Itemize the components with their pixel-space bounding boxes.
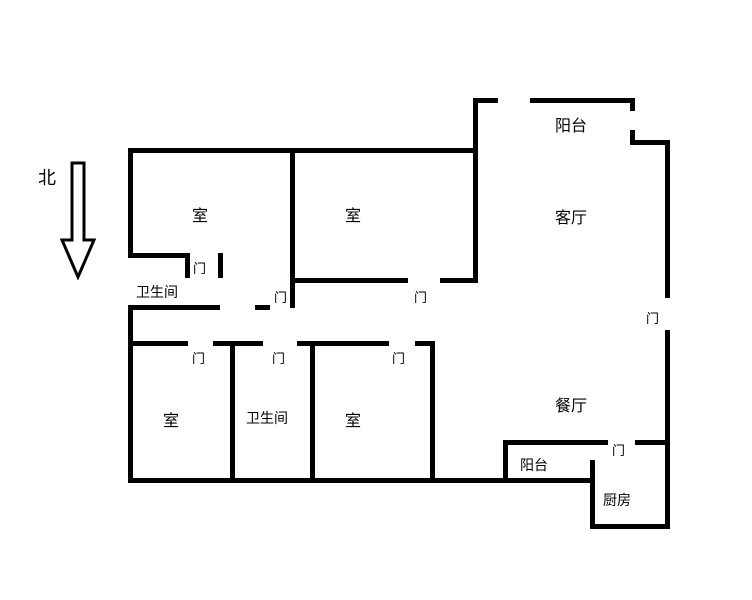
wall-segment	[255, 305, 270, 310]
wall-segment	[530, 98, 630, 103]
wall-segment	[128, 478, 508, 483]
label-bath-top: 卫生间	[136, 282, 178, 302]
label-kitchen: 厨房	[603, 490, 631, 510]
wall-segment	[503, 440, 608, 445]
wall-segment	[310, 341, 315, 480]
wall-segment	[630, 140, 665, 145]
wall-segment	[128, 253, 188, 258]
wall-segment	[503, 478, 593, 483]
label-room-bl: 室	[163, 407, 179, 431]
wall-segment	[128, 148, 473, 153]
wall-segment	[213, 341, 263, 346]
wall-segment	[590, 460, 595, 527]
label-room-tl: 室	[192, 202, 208, 226]
door-kitchen: 门	[612, 440, 625, 459]
label-balcony-top: 阳台	[555, 112, 587, 136]
wall-segment	[185, 253, 190, 278]
wall-segment	[473, 148, 478, 283]
door-bath-top: 门	[193, 258, 206, 277]
door-room-bm: 门	[392, 348, 405, 367]
label-room-tm: 室	[345, 202, 361, 226]
wall-segment	[665, 463, 670, 529]
compass-label: 北	[38, 164, 56, 190]
wall-segment	[440, 278, 476, 283]
wall-segment	[230, 341, 235, 480]
floor-plan-canvas: 北 阳台 客厅 餐厅 室 室 室 室 卫生间 卫生间 阳台 厨房 门 门 门 门…	[0, 0, 752, 600]
wall-segment	[503, 440, 508, 480]
wall-segment	[473, 98, 478, 153]
label-balcony-bot: 阳台	[520, 455, 548, 475]
wall-segment	[635, 440, 668, 445]
north-arrow-icon	[60, 160, 96, 280]
wall-segment	[665, 140, 670, 298]
label-room-bm: 室	[345, 407, 361, 431]
wall-segment	[630, 98, 635, 111]
wall-segment	[290, 278, 408, 283]
door-room-bl: 门	[192, 348, 205, 367]
wall-segment	[218, 253, 223, 278]
label-bath-bot: 卫生间	[246, 408, 288, 428]
wall-segment	[473, 98, 498, 103]
wall-segment	[128, 305, 220, 310]
wall-segment	[128, 305, 133, 480]
door-bath-bot: 门	[272, 348, 285, 367]
wall-segment	[128, 148, 133, 256]
label-living: 客厅	[555, 204, 587, 228]
wall-segment	[630, 130, 635, 140]
wall-segment	[590, 524, 670, 529]
label-dining: 餐厅	[555, 392, 587, 416]
door-room-tl: 门	[274, 287, 287, 306]
door-room-tm: 门	[414, 287, 427, 306]
wall-segment	[290, 148, 295, 308]
door-right: 门	[646, 308, 659, 327]
wall-segment	[430, 341, 435, 480]
wall-segment	[128, 341, 188, 346]
